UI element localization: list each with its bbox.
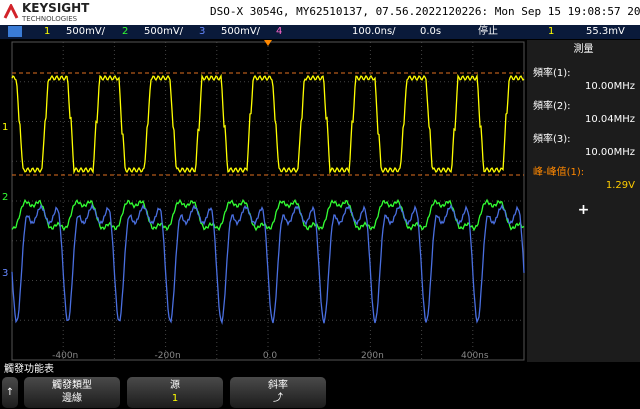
menu-title: 觸發功能表 [4,364,54,375]
brand: KEYSIGHT [22,1,90,15]
menu-icon[interactable] [8,26,22,37]
softkey-value: 1 [171,393,179,404]
channel-bar: 1 500mV/ 2 500mV/ 3 500mV/ 4 100.0ns/ 0.… [0,25,640,39]
measure-title: 測量 [573,44,594,55]
softkey-value: 邊緣 [62,393,82,404]
channel-marker: 1 [2,122,8,133]
ch3[interactable]: 3 [199,26,206,37]
measure-label: 頻率(2): [533,101,571,112]
trigger-level: 55.3mV [586,26,625,37]
measure-value: 10.00MHz [584,81,635,92]
measure-label: 頻率(1): [533,68,571,79]
measure-label: 頻率(3): [533,134,571,145]
back-button[interactable]: ↑ [2,377,18,408]
add-measurement[interactable]: + [577,202,590,218]
ch1[interactable]: 1 [44,26,51,37]
channel-marker: 2 [2,192,8,203]
trace-ch1 [11,73,525,175]
softkey[interactable]: 觸發類型 邊緣 [24,377,120,408]
trace-ch3 [11,203,525,326]
time-label: -200n [155,351,181,361]
time-label: -400n [52,351,78,361]
time-label: 400ns [461,351,489,361]
measure-label: 峰-峰值(1): [533,167,585,178]
measure-value: 10.04MHz [584,114,635,125]
softkey-label: 斜率 [268,380,288,391]
header: KEYSIGHT TECHNOLOGIES DSO-X 3054G, MY625… [0,0,640,25]
timebase: 100.0ns/ [352,26,396,37]
ch1-scale: 500mV/ [66,26,106,37]
waveform-area: -400n -200n 0.0 200n 400ns 1 2 3 [2,40,525,361]
time-label: 200n [361,351,384,361]
run-state: 停止 [478,26,498,37]
brand-sub: TECHNOLOGIES [22,15,78,23]
measure-value: 1.29V [605,180,635,191]
channel-marker: 3 [2,268,8,279]
trigger-source: 1 [548,26,555,37]
delay: 0.0s [420,26,442,37]
logo [3,4,19,19]
trace-ch2 [11,198,525,232]
ch2-scale: 500mV/ [144,26,184,37]
ch4[interactable]: 4 [276,26,283,37]
measure-value: 10.00MHz [584,147,635,158]
status-line: DSO-X 3054G, MY62510137, 07.56.202212022… [210,5,640,18]
trigger-marker [264,40,272,46]
measurement-panel: 測量 頻率(1): 10.00MHz 頻率(2): 10.04MHz 頻率(3): 10.… [527,40,640,362]
ch3-scale: 500mV/ [221,26,261,37]
time-label: 0.0 [263,351,278,361]
softkey-value: ⤴ [273,393,283,404]
softkey-label: 源 [170,380,180,391]
softkey[interactable]: 斜率 ⤴ [230,377,326,408]
softkey-label: 觸發類型 [52,380,92,391]
ch2[interactable]: 2 [122,26,129,37]
